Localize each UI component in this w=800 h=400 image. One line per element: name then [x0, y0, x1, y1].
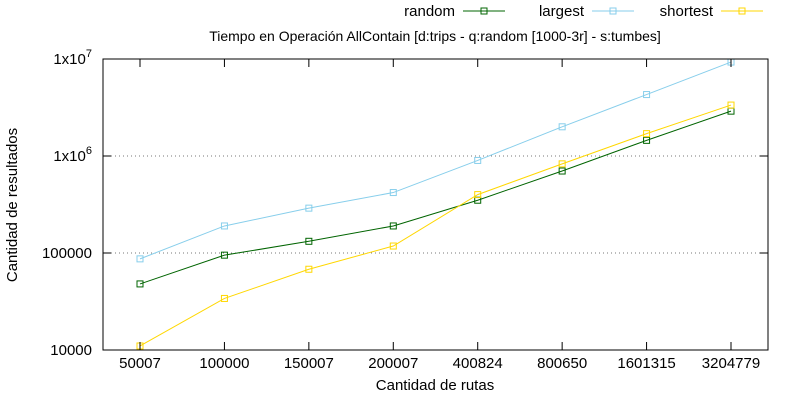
y-tick-label: 1x106 [53, 145, 92, 165]
data-point-random [558, 167, 566, 175]
data-point-shortest [389, 242, 397, 250]
x-tick-label: 200007 [368, 355, 418, 372]
data-point-shortest [558, 160, 566, 168]
ticks: 10000 100000 1x106 1x107 50007 100000 150007 20… [42, 48, 768, 372]
y-tick-label: 10000 [50, 342, 92, 359]
series-largest [136, 58, 735, 263]
data-point-random [643, 136, 651, 144]
x-tick-label: 50007 [119, 355, 161, 372]
legend-item-shortest: shortest [660, 3, 763, 20]
series-line-random [139, 110, 732, 285]
x-tick-label: 100000 [199, 355, 249, 372]
y-axis-title: Cantidad de resultados [4, 128, 21, 282]
data-point-shortest [220, 294, 228, 302]
series-random [136, 107, 735, 288]
data-point-random [389, 222, 397, 230]
data-point-largest [474, 156, 482, 164]
data-point-largest [643, 91, 651, 99]
x-tick-label: 400824 [453, 355, 503, 372]
data-point-largest [136, 255, 144, 263]
data-point-random [305, 237, 313, 245]
x-tick-label: 3204779 [702, 355, 760, 372]
data-point-largest [305, 204, 313, 212]
data-point-shortest [643, 130, 651, 138]
data-point-shortest [727, 101, 735, 109]
series-line-shortest [139, 104, 732, 347]
data-point-random [220, 251, 228, 259]
x-axis-title: Cantidad de rutas [376, 377, 494, 394]
chart-title: Tiempo en Operación AllContain [d:trips … [209, 28, 661, 44]
legend-label: random [404, 3, 455, 20]
data-point-random [136, 280, 144, 288]
series-line-largest [139, 61, 732, 260]
x-tick-label: 800650 [537, 355, 587, 372]
grid [103, 155, 768, 254]
data-point-largest [558, 123, 566, 131]
legend-swatch-marker [738, 7, 746, 15]
legend-label: largest [539, 3, 585, 20]
legend-swatch-marker [480, 7, 488, 15]
legend-swatch-marker [609, 7, 617, 15]
x-tick-label: 150007 [284, 355, 334, 372]
y-tick-label: 1x107 [53, 48, 92, 68]
data-point-shortest [474, 191, 482, 199]
data-point-largest [220, 222, 228, 230]
legend-item-random: random [404, 3, 505, 20]
legend-item-largest: largest [539, 3, 634, 20]
series-layer [136, 58, 735, 350]
plot-frame [102, 58, 769, 351]
legend: random largest shortest [404, 3, 763, 20]
x-tick-label: 1601315 [617, 355, 675, 372]
legend-label: shortest [660, 3, 714, 20]
series-shortest [136, 101, 735, 350]
y-tick-label: 100000 [42, 245, 92, 262]
data-point-shortest [305, 265, 313, 273]
data-point-largest [389, 189, 397, 197]
